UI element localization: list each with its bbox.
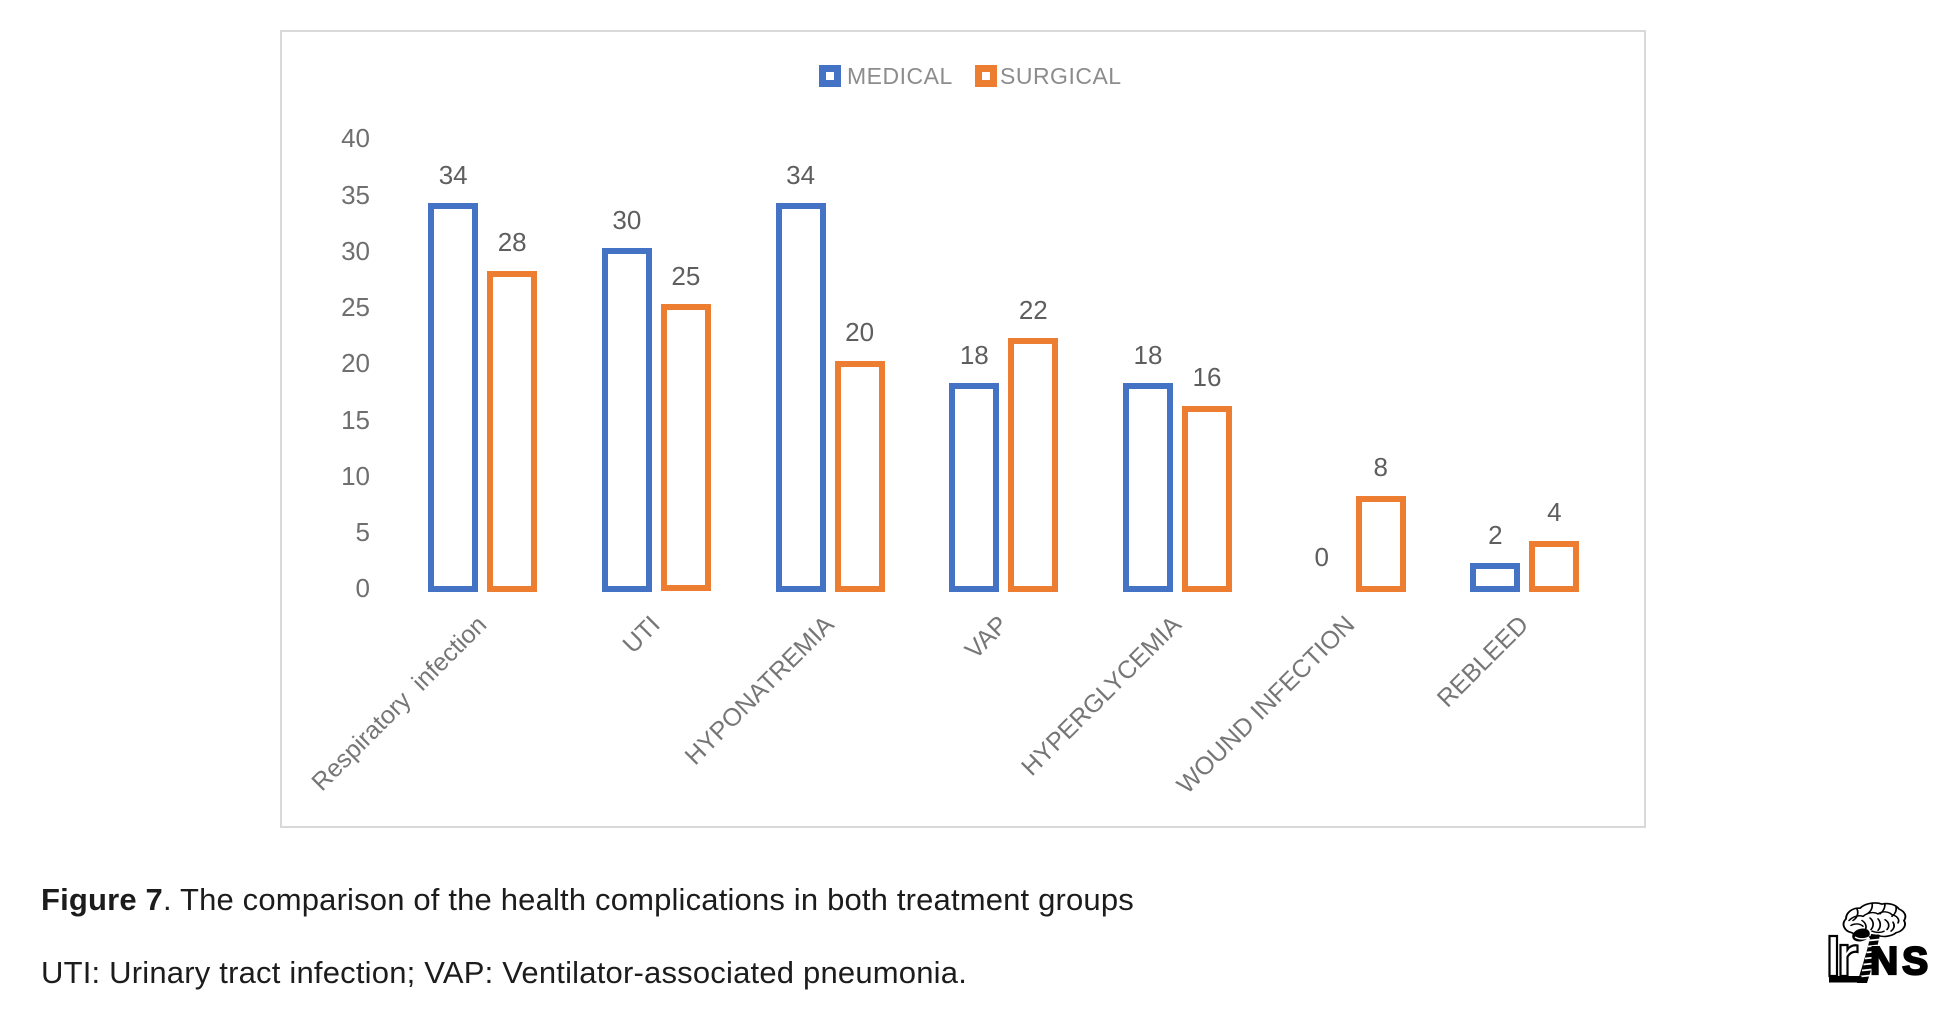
svg-text:NS: NS <box>1870 940 1932 983</box>
